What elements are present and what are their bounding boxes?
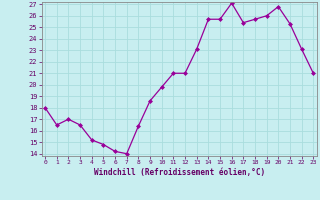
X-axis label: Windchill (Refroidissement éolien,°C): Windchill (Refroidissement éolien,°C)	[94, 168, 265, 177]
